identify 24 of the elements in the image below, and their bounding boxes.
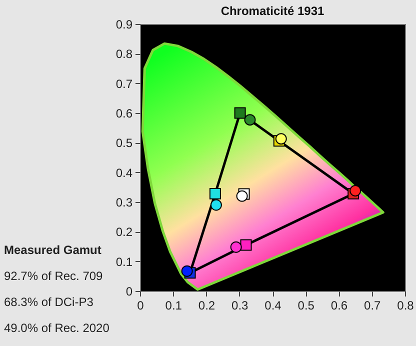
chart-title: Chromaticité 1931: [220, 4, 325, 18]
y-tick-label: 0.5: [116, 136, 133, 150]
y-tick-label: 0.1: [116, 254, 133, 269]
text: 49.0% of Rec. 2020: [4, 320, 110, 337]
y-tick-label: 0.4: [116, 166, 133, 180]
y-tick-label: 0.6: [116, 106, 133, 120]
x-tick-label: 0.1: [165, 298, 182, 312]
x-tick-label: 0: [137, 298, 144, 312]
x-tick-label: 0.4: [264, 298, 282, 312]
text: 92.7% of Rec. 709: [4, 268, 104, 285]
x-tick-label: 0.6: [330, 298, 348, 312]
x-tick-label: 0.2: [198, 298, 216, 312]
x-tick-label: 0.8: [397, 298, 414, 312]
x-tick-label: 0.5: [298, 298, 315, 312]
y-tick-label: 0.2: [116, 225, 133, 240]
text: Measured Gamut: [4, 242, 102, 259]
y-tick-label: 0.8: [116, 47, 133, 62]
x-tick-label: 0.7: [364, 298, 382, 312]
text: 68.3% of DCi-P3: [4, 294, 94, 311]
y-tick-label: 0.3: [116, 196, 133, 210]
y-tick-label: 0: [126, 284, 133, 298]
x-tick-label: 0.3: [232, 298, 249, 312]
y-tick-label: 0.7: [116, 76, 133, 91]
y-tick-label: 0.9: [116, 18, 133, 32]
